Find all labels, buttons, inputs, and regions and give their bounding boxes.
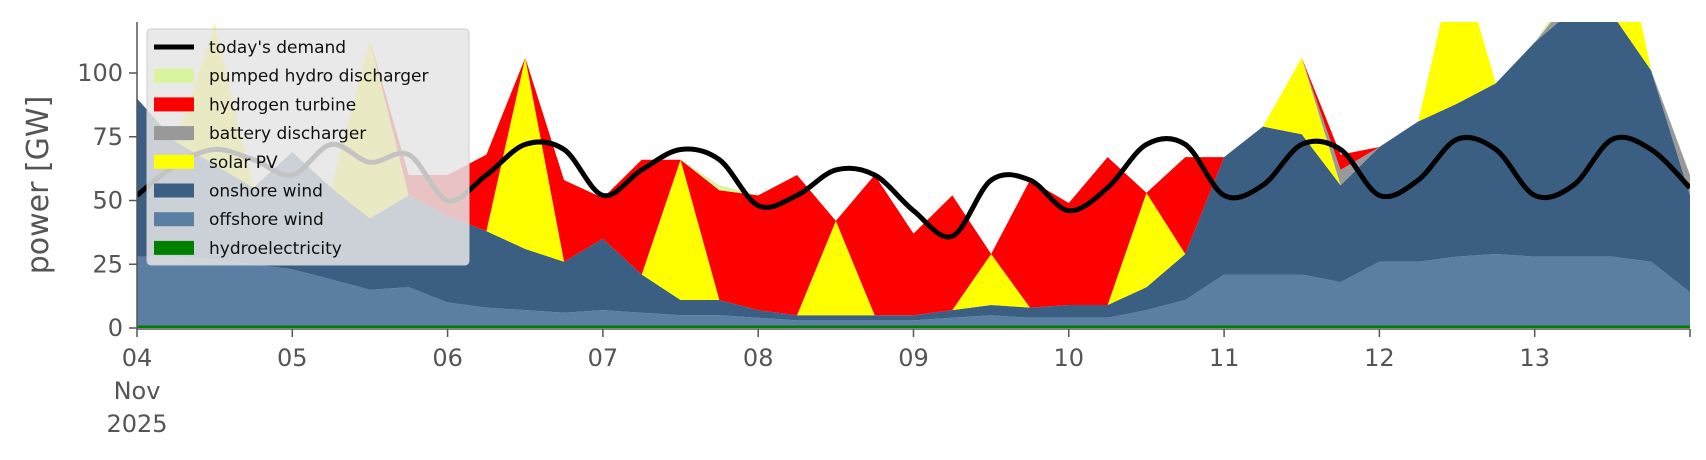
- x-tick-label: 08: [743, 344, 774, 372]
- x-tick-label: 04: [122, 344, 153, 372]
- area-offshore-wind: [137, 254, 1690, 326]
- legend-swatch: [154, 240, 194, 255]
- x-tick-label: 11: [1209, 344, 1240, 372]
- y-tick-label: 50: [92, 187, 123, 215]
- area-solar-pv: [137, 22, 1690, 316]
- legend-label: onshore wind: [209, 182, 323, 202]
- x-tick-label: 05: [277, 344, 308, 372]
- legend-label: pumped hydro discharger: [209, 67, 428, 87]
- legend-box: [146, 28, 470, 266]
- x-tick-label: 10: [1054, 344, 1085, 372]
- y-tick-label: 0: [108, 314, 123, 342]
- legend-label: hydrogen turbine: [209, 95, 356, 115]
- legend-label: solar PV: [209, 153, 278, 173]
- x-tick-label: 06: [432, 344, 463, 372]
- legend-swatch: [154, 68, 194, 83]
- legend-swatch: [154, 212, 194, 227]
- legend: today's demand pumped hydro discharger hyd…: [146, 28, 470, 266]
- legend-label: battery discharger: [209, 124, 366, 144]
- x-tick-label: 13: [1519, 344, 1550, 372]
- area-hydroelectricity: [137, 325, 1690, 328]
- axes-group: 0 25 50 75 100 04 Nov 2025 05 06 07 08 09 10 11 12 13 pow…: [21, 22, 1691, 438]
- y-tick-label: 25: [92, 250, 123, 278]
- x-tick-label: 12: [1364, 344, 1395, 372]
- x-tick-label: 2025: [106, 410, 167, 438]
- legend-swatch: [154, 126, 194, 141]
- x-tick-label: Nov: [114, 377, 161, 405]
- legend-swatch: [154, 154, 194, 169]
- legend-swatch: [154, 97, 194, 112]
- y-tick-label: 75: [92, 123, 123, 151]
- x-tick-label: 07: [588, 344, 619, 372]
- legend-label: offshore wind: [209, 210, 324, 230]
- y-tick-label: 100: [77, 59, 123, 87]
- x-tick-label: 09: [898, 344, 929, 372]
- area-onshore-wind: [137, 22, 1690, 321]
- y-axis-title: power [GW]: [21, 96, 56, 275]
- area-hydrogen-turbine: [137, 22, 1690, 316]
- legend-swatch: [154, 183, 194, 198]
- legend-label: hydroelectricity: [209, 239, 342, 259]
- stacked-area-group: [137, 22, 1690, 328]
- legend-label: today's demand: [209, 38, 346, 58]
